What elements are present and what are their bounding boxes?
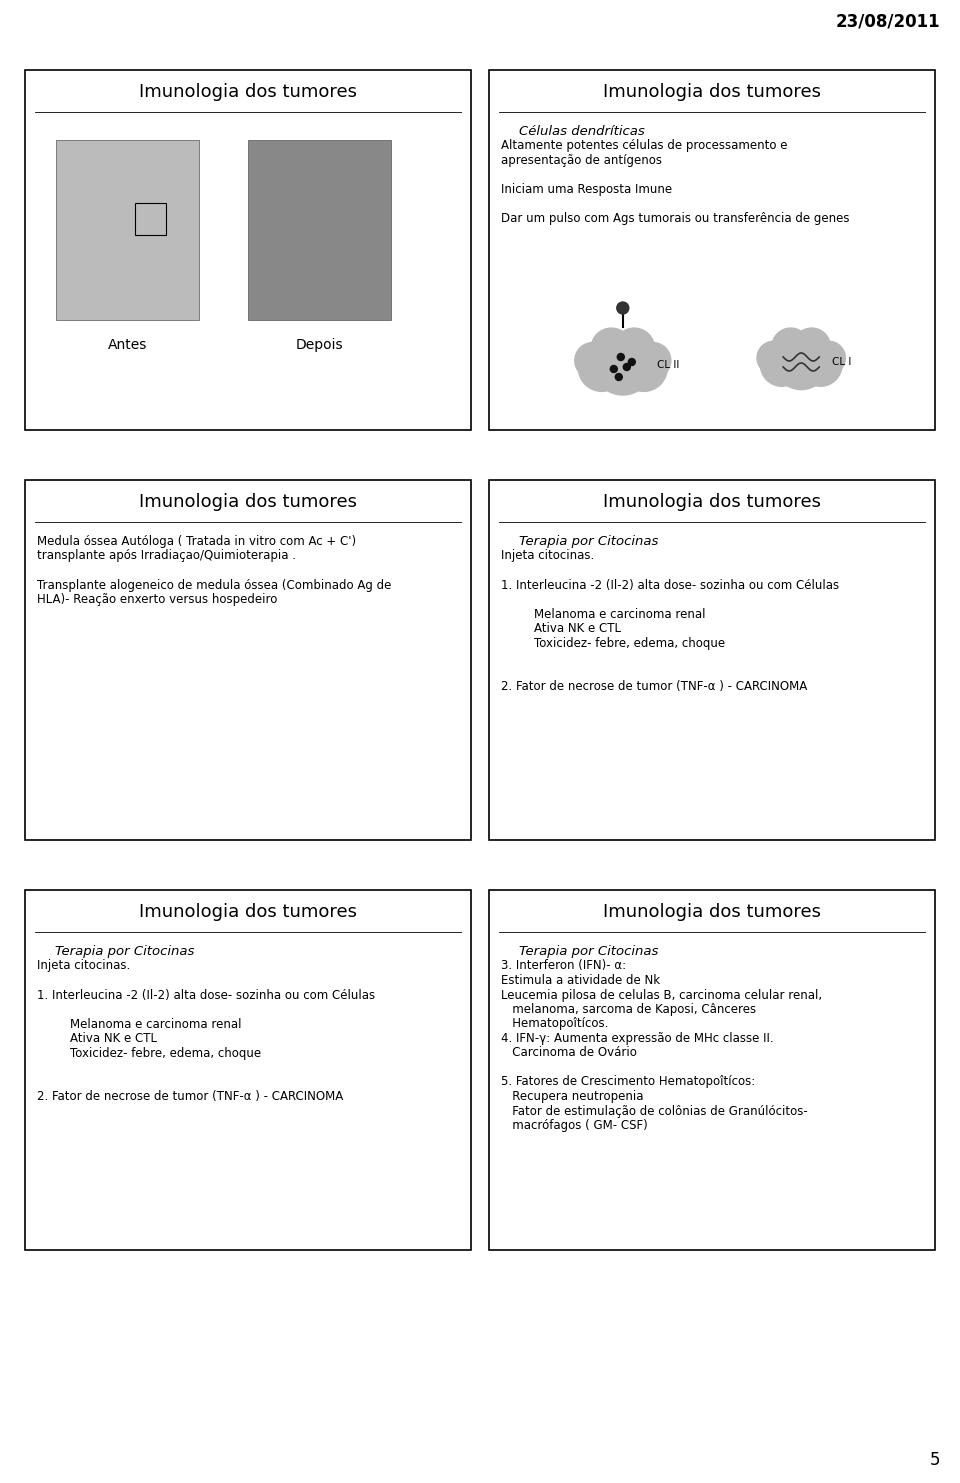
Text: Hematopoîtícos.: Hematopoîtícos. xyxy=(501,1017,609,1031)
Bar xyxy=(25,480,471,839)
Text: Células dendríticas: Células dendríticas xyxy=(519,125,645,138)
Text: Antes: Antes xyxy=(108,338,147,351)
Text: macrófagos ( GM- CSF): macrófagos ( GM- CSF) xyxy=(501,1120,648,1132)
Text: Melanoma e carcinoma renal: Melanoma e carcinoma renal xyxy=(534,608,706,620)
Text: 5. Fatores de Crescimento Hematopoîtícos:: 5. Fatores de Crescimento Hematopoîtícos… xyxy=(501,1075,756,1089)
Circle shape xyxy=(611,365,617,372)
Text: Medula óssea Autóloga ( Tratada in vitro com Ac + C'): Medula óssea Autóloga ( Tratada in vitro… xyxy=(37,535,356,549)
Text: Terapia por Citocinas: Terapia por Citocinas xyxy=(519,945,659,958)
Text: Fator de estimulação de colônias de Granúlócitos-: Fator de estimulação de colônias de Gran… xyxy=(501,1105,807,1118)
Text: 23/08/2011: 23/08/2011 xyxy=(835,13,940,31)
Circle shape xyxy=(757,341,790,374)
Circle shape xyxy=(793,328,830,366)
Text: HLA)- Reação enxerto versus hospedeiro: HLA)- Reação enxerto versus hospedeiro xyxy=(37,593,277,607)
Text: apresentação de antígenos: apresentação de antígenos xyxy=(501,154,662,168)
Text: Imunologia dos tumores: Imunologia dos tumores xyxy=(603,903,821,921)
Text: 4. IFN-γ: Aumenta expressão de MHc classe II.: 4. IFN-γ: Aumenta expressão de MHc class… xyxy=(501,1032,774,1046)
Text: Depois: Depois xyxy=(296,338,343,351)
Text: Estimula a atividade de Nk: Estimula a atividade de Nk xyxy=(501,974,660,988)
Text: Imunologia dos tumores: Imunologia dos tumores xyxy=(603,492,821,512)
Text: Imunologia dos tumores: Imunologia dos tumores xyxy=(603,83,821,101)
Text: Imunologia dos tumores: Imunologia dos tumores xyxy=(139,903,357,921)
Bar xyxy=(25,70,471,430)
Bar xyxy=(248,139,391,320)
Text: Dar um pulso com Ags tumorais ou transferência de genes: Dar um pulso com Ags tumorais ou transfe… xyxy=(501,212,850,225)
Circle shape xyxy=(578,344,625,392)
Text: Imunologia dos tumores: Imunologia dos tumores xyxy=(139,83,357,101)
Text: Carcinoma de Ovário: Carcinoma de Ovário xyxy=(501,1047,636,1059)
Circle shape xyxy=(575,343,611,378)
Text: Injeta citocinas.: Injeta citocinas. xyxy=(501,550,594,562)
Text: Terapia por Citocinas: Terapia por Citocinas xyxy=(519,535,659,549)
Circle shape xyxy=(620,344,667,392)
Text: Toxicidez- febre, edema, choque: Toxicidez- febre, edema, choque xyxy=(534,636,725,650)
Text: 1. Interleucina -2 (Il-2) alta dose- sozinha ou com Células: 1. Interleucina -2 (Il-2) alta dose- soz… xyxy=(37,989,375,1001)
Text: Altamente potentes células de processamento e: Altamente potentes células de processame… xyxy=(501,139,787,153)
Text: Injeta citocinas.: Injeta citocinas. xyxy=(37,960,131,973)
Text: Leucemia pilosa de celulas B, carcinoma celular renal,: Leucemia pilosa de celulas B, carcinoma … xyxy=(501,989,822,1001)
Text: CL I: CL I xyxy=(832,357,852,366)
Circle shape xyxy=(812,341,846,374)
Circle shape xyxy=(772,328,809,366)
Bar xyxy=(134,203,166,236)
Text: 2. Fator de necrose de tumor (TNF-α ) - CARCINOMA: 2. Fator de necrose de tumor (TNF-α ) - … xyxy=(37,1090,344,1103)
Text: 2. Fator de necrose de tumor (TNF-α ) - CARCINOMA: 2. Fator de necrose de tumor (TNF-α ) - … xyxy=(501,681,807,693)
Circle shape xyxy=(774,334,828,390)
Bar xyxy=(489,480,935,839)
Bar xyxy=(489,70,935,430)
Bar xyxy=(57,139,199,320)
Text: Melanoma e carcinoma renal: Melanoma e carcinoma renal xyxy=(70,1017,242,1031)
Text: Transplante alogeneico de medula óssea (Combinado Ag de: Transplante alogeneico de medula óssea (… xyxy=(37,578,392,592)
Text: CL II: CL II xyxy=(657,360,679,369)
Text: Imunologia dos tumores: Imunologia dos tumores xyxy=(139,492,357,512)
Circle shape xyxy=(635,343,671,378)
Circle shape xyxy=(760,343,804,386)
Circle shape xyxy=(628,359,636,365)
Circle shape xyxy=(799,343,842,386)
Text: transplante após Irradiaçao/Quimioterapia .: transplante após Irradiaçao/Quimioterapi… xyxy=(37,550,296,562)
Circle shape xyxy=(592,335,653,394)
Text: Recupera neutropenia: Recupera neutropenia xyxy=(501,1090,643,1103)
Text: Toxicidez- febre, edema, choque: Toxicidez- febre, edema, choque xyxy=(70,1047,261,1059)
Circle shape xyxy=(615,374,622,381)
Text: 3. Interferon (IFN)- α:: 3. Interferon (IFN)- α: xyxy=(501,960,626,973)
Bar xyxy=(489,890,935,1250)
Circle shape xyxy=(613,328,655,369)
Text: melanoma, sarcoma de Kaposi, Cânceres: melanoma, sarcoma de Kaposi, Cânceres xyxy=(501,1003,756,1016)
Circle shape xyxy=(616,303,629,314)
Text: Iniciam uma Resposta Imune: Iniciam uma Resposta Imune xyxy=(501,182,672,196)
Circle shape xyxy=(623,363,631,371)
Text: Ativa NK e CTL: Ativa NK e CTL xyxy=(70,1032,157,1046)
Text: 1. Interleucina -2 (Il-2) alta dose- sozinha ou com Células: 1. Interleucina -2 (Il-2) alta dose- soz… xyxy=(501,578,839,592)
Circle shape xyxy=(617,353,624,360)
Text: Ativa NK e CTL: Ativa NK e CTL xyxy=(534,621,621,635)
Circle shape xyxy=(591,328,632,369)
Text: Terapia por Citocinas: Terapia por Citocinas xyxy=(55,945,194,958)
Text: 5: 5 xyxy=(929,1450,940,1470)
Bar xyxy=(25,890,471,1250)
